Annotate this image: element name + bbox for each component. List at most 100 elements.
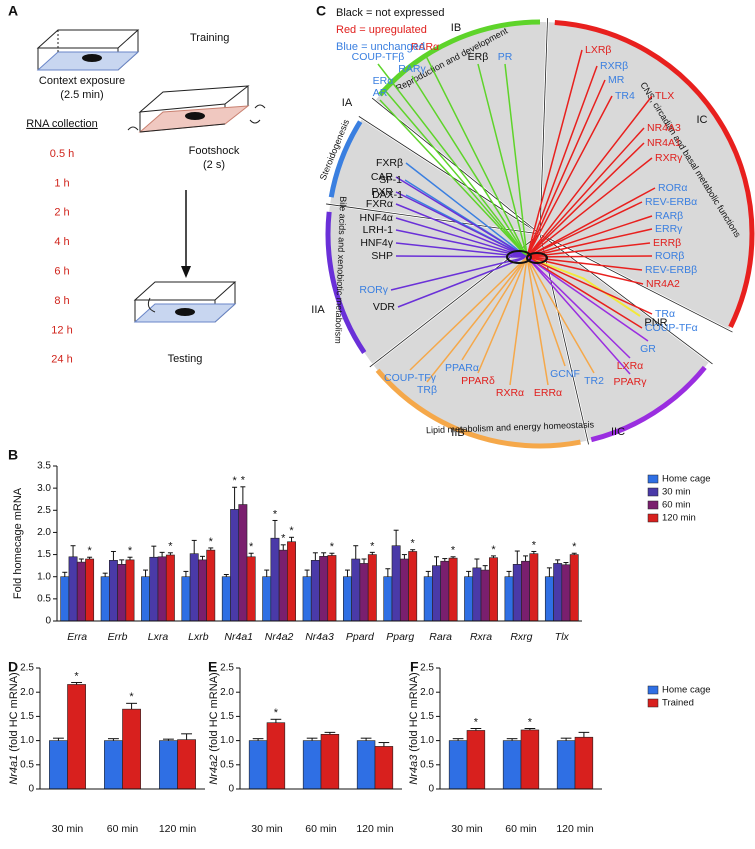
panel-label: F [410,659,419,675]
legend-swatch [647,474,659,484]
leaf-label: LXRβ [585,44,611,56]
y-tick-label: 0 [228,784,234,795]
x-tick-label: Tlx [555,631,570,643]
tree-branch [424,53,528,258]
bar [544,576,554,622]
x-tick-label: Erra [67,631,87,643]
context-label: Context exposure [39,75,125,87]
error-bar [506,738,518,741]
tree-branch [461,256,528,361]
x-tick-label: Lxra [148,631,169,643]
tree-branch [395,217,528,258]
x-tick-label: Rxra [470,631,492,643]
tree-branch [526,256,643,271]
significance-star: * [129,691,134,703]
bar [472,567,482,622]
bar [319,556,329,622]
bar [310,560,320,622]
y-tick-label: 1.0 [420,735,434,746]
y-tick-label: 0 [428,784,434,795]
time-label: 1 h [54,177,69,189]
error-bar [378,742,390,747]
error-bar [167,552,173,556]
leaf-label: VDR [373,301,396,313]
bar [177,739,196,790]
leaf-label: REV-ERBβ [645,264,697,276]
bar [67,684,86,790]
significance-star: * [241,475,246,487]
error-bar [490,555,496,558]
y-tick-label: 1.0 [37,571,51,582]
error-bar [410,549,416,552]
bar [521,560,531,622]
panel-label: C [316,3,326,19]
key-text: Black = not expressed [336,7,445,19]
tree-knot [526,252,548,264]
significance-star: * [572,541,577,553]
x-tick-label: 30 min [52,823,84,835]
bar [351,558,361,622]
error-bar [450,556,456,559]
leaf-label: GCNF [550,368,580,380]
legend-label: 30 min [662,487,691,498]
y-tick-label: 1.5 [420,711,434,722]
leaf-label: ERRα [534,387,562,399]
error-bar [119,559,125,565]
y-axis-label: Nr4a1 (fold HC mRNA) [8,672,20,784]
significance-star: * [273,508,278,520]
footshock-time: (2 s) [203,159,225,171]
leaf-label: COUP-TFα [645,322,698,334]
tree-branch [526,49,583,258]
group-label: IA [342,97,353,109]
bar [448,557,458,622]
leaf-label: TRα [655,308,675,320]
error-bar [531,550,537,554]
significance-star: * [330,541,335,553]
x-tick-label: 120 min [356,823,394,835]
time-label: 24 h [51,354,72,366]
y-axis-unit: (fold HC mRNA) [8,672,20,751]
leaf-label: SHP [371,250,393,262]
bar [108,560,118,622]
bar [189,553,199,622]
error-bar [143,569,149,577]
y-tick-label: 1.5 [220,711,234,722]
leaf-label: ERRβ [653,237,681,249]
error-bar [62,571,68,577]
bar [206,549,216,622]
panel-label: A [8,3,18,19]
tree-branch [395,191,528,258]
error-bar [248,552,254,557]
tree-branch [395,176,528,258]
x-tick-label: Nr4a1 [224,631,253,643]
error-bar [506,570,512,577]
tree-branch [405,162,528,258]
group-arc [378,19,541,97]
tree-branch [526,256,595,374]
error-bar [87,556,93,559]
bar [266,722,286,790]
error-bar [578,731,590,738]
leaf-label: RARγ [398,63,426,75]
bar [165,554,175,622]
group-label: PNR [644,317,667,329]
error-bar [452,738,464,741]
y-tick-label: 2.0 [220,687,234,698]
tree-branch [526,127,645,258]
testing-label: Testing [168,353,203,365]
panel-label: E [208,659,217,675]
significance-star: * [289,525,294,537]
y-tick-label: 0.5 [37,593,51,604]
group-arc [328,120,363,198]
leaf-label: ERRγ [655,223,683,235]
tree-branch [526,95,613,258]
error-bar [321,552,327,557]
group-label: IIA [311,304,325,316]
tree-branch [526,215,653,258]
tree-branch [409,256,528,371]
error-bar [546,567,552,577]
tree-branch [526,256,641,317]
error-bar [560,737,572,741]
time-label: 0.5 h [50,148,74,160]
error-bar [563,562,569,565]
